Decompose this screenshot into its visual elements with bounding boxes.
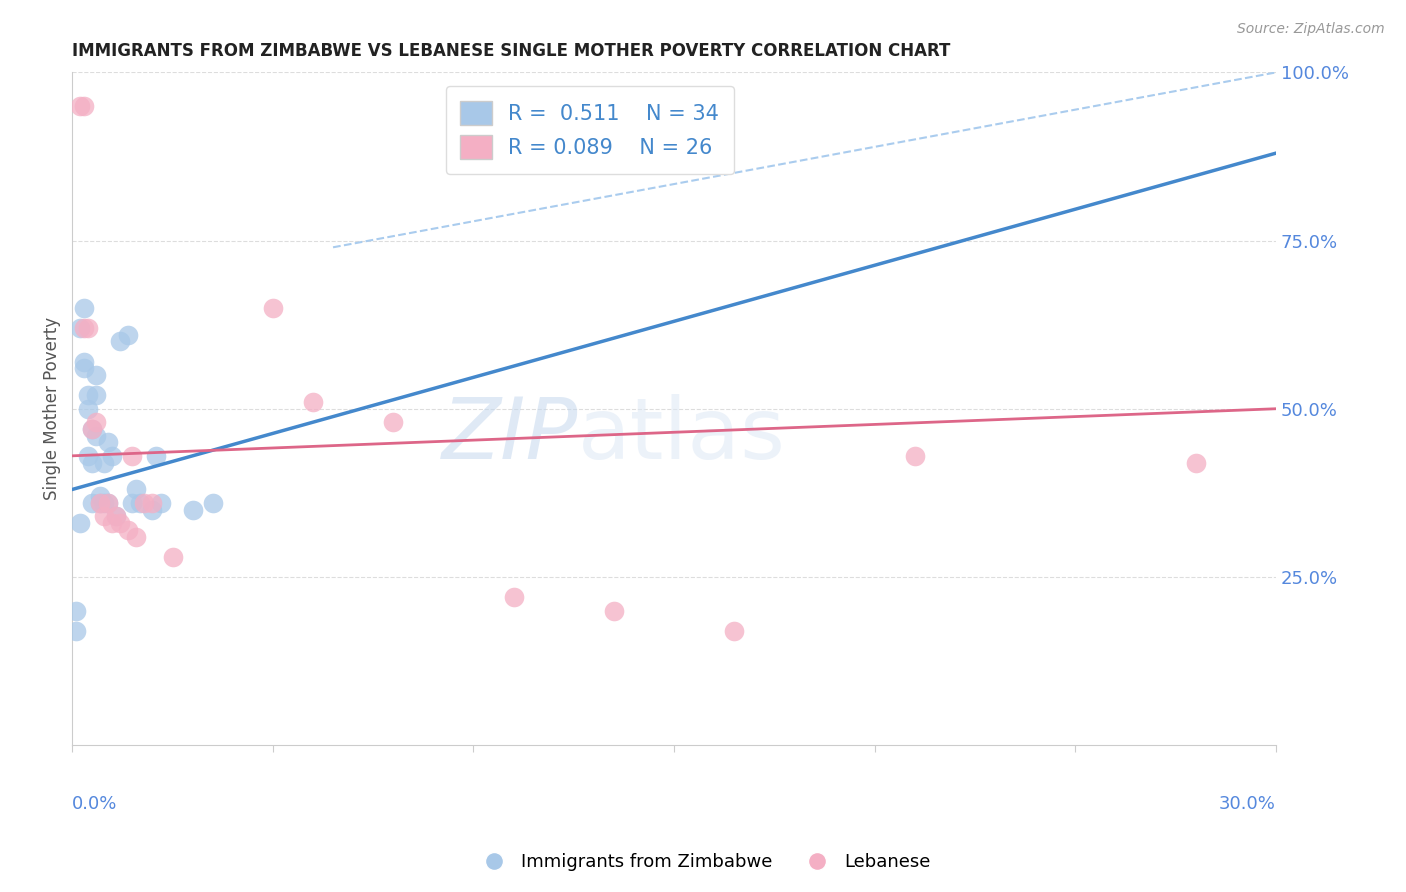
Point bbox=[97, 435, 120, 450]
Point bbox=[117, 327, 139, 342]
Point bbox=[65, 603, 87, 617]
Point bbox=[162, 549, 184, 564]
Point bbox=[84, 368, 107, 383]
Point bbox=[93, 456, 115, 470]
Point bbox=[121, 449, 143, 463]
Point bbox=[82, 456, 104, 470]
Legend: R =  0.511    N = 34, R = 0.089    N = 26: R = 0.511 N = 34, R = 0.089 N = 26 bbox=[446, 87, 734, 174]
Point bbox=[77, 321, 100, 335]
Point bbox=[73, 99, 96, 113]
Point bbox=[181, 502, 204, 516]
Point bbox=[89, 489, 111, 503]
Point bbox=[201, 496, 224, 510]
Point bbox=[84, 415, 107, 429]
Point bbox=[84, 388, 107, 402]
Point bbox=[73, 354, 96, 368]
Point bbox=[73, 361, 96, 376]
Point bbox=[904, 449, 927, 463]
Point bbox=[110, 516, 132, 530]
Point bbox=[77, 401, 100, 416]
Point bbox=[134, 496, 156, 510]
Point bbox=[82, 496, 104, 510]
Point bbox=[73, 301, 96, 315]
Point bbox=[82, 422, 104, 436]
Point bbox=[603, 603, 626, 617]
Point bbox=[149, 496, 172, 510]
Point bbox=[121, 496, 143, 510]
Point bbox=[101, 449, 124, 463]
Y-axis label: Single Mother Poverty: Single Mother Poverty bbox=[44, 318, 60, 500]
Point bbox=[141, 496, 163, 510]
Point bbox=[65, 624, 87, 638]
Text: 30.0%: 30.0% bbox=[1219, 796, 1277, 814]
Point bbox=[97, 496, 120, 510]
Text: ZIP: ZIP bbox=[441, 394, 578, 477]
Point bbox=[105, 509, 128, 524]
Point bbox=[69, 99, 91, 113]
Point bbox=[145, 449, 167, 463]
Text: Source: ZipAtlas.com: Source: ZipAtlas.com bbox=[1237, 22, 1385, 37]
Point bbox=[125, 483, 148, 497]
Legend: Immigrants from Zimbabwe, Lebanese: Immigrants from Zimbabwe, Lebanese bbox=[468, 847, 938, 879]
Point bbox=[105, 509, 128, 524]
Point bbox=[141, 502, 163, 516]
Point bbox=[117, 523, 139, 537]
Point bbox=[69, 321, 91, 335]
Point bbox=[77, 388, 100, 402]
Point bbox=[723, 624, 745, 638]
Point bbox=[302, 395, 325, 409]
Point bbox=[89, 496, 111, 510]
Point bbox=[84, 428, 107, 442]
Point bbox=[125, 529, 148, 543]
Point bbox=[77, 449, 100, 463]
Text: IMMIGRANTS FROM ZIMBABWE VS LEBANESE SINGLE MOTHER POVERTY CORRELATION CHART: IMMIGRANTS FROM ZIMBABWE VS LEBANESE SIN… bbox=[72, 42, 950, 60]
Point bbox=[93, 509, 115, 524]
Point bbox=[97, 496, 120, 510]
Point bbox=[89, 496, 111, 510]
Point bbox=[82, 422, 104, 436]
Text: atlas: atlas bbox=[578, 394, 786, 477]
Point bbox=[110, 334, 132, 349]
Point bbox=[502, 590, 524, 604]
Point bbox=[382, 415, 405, 429]
Point bbox=[93, 496, 115, 510]
Point bbox=[69, 516, 91, 530]
Point bbox=[1184, 456, 1206, 470]
Text: 0.0%: 0.0% bbox=[72, 796, 118, 814]
Point bbox=[129, 496, 152, 510]
Point bbox=[73, 321, 96, 335]
Point bbox=[101, 516, 124, 530]
Point bbox=[262, 301, 284, 315]
